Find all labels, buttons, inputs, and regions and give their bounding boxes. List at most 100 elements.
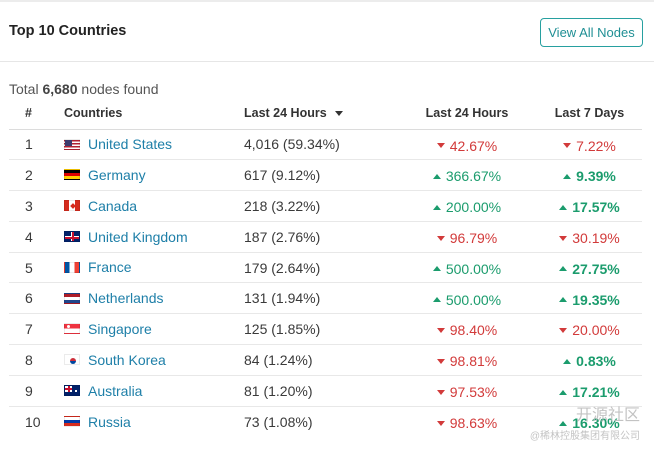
country-link[interactable]: France	[88, 259, 132, 276]
table-row: 5 France 179 (2.64%) 500.00% 27.75%	[9, 252, 642, 284]
change-24h-cell: 500.00%	[397, 282, 537, 315]
ca-flag-icon	[64, 200, 80, 212]
country-link[interactable]: Singapore	[88, 320, 152, 337]
change-7d-value: 17.57%	[572, 199, 620, 216]
country-link[interactable]: Canada	[88, 197, 138, 214]
total-prefix: Total	[9, 81, 39, 97]
change-24h-value: 200.00%	[445, 199, 502, 216]
column-countries[interactable]: Countries	[54, 98, 244, 130]
change-24h-cell: 500.00%	[397, 252, 537, 284]
table-row: 10 Russia 73 (1.08%) 98.63% 16.30%	[9, 406, 642, 437]
card-header: Top 10 Countries View All Nodes	[0, 2, 654, 62]
country-cell: South Korea	[54, 344, 244, 376]
sg-flag-icon	[64, 323, 80, 335]
rank-cell: 10	[25, 413, 41, 430]
change-7d-cell: 17.57%	[537, 190, 642, 222]
change-24h: 42.67%	[436, 137, 498, 154]
arrow-down-icon	[436, 389, 445, 395]
nl-flag-icon	[64, 292, 80, 304]
change-7d-value: 9.39%	[576, 168, 616, 185]
ru-flag-icon	[64, 416, 80, 428]
change-7d: 17.21%	[559, 384, 620, 401]
country-cell: Germany	[54, 159, 244, 192]
column-rank: #	[9, 98, 54, 130]
change-7d: 19.35%	[559, 292, 620, 308]
country-link[interactable]: Russia	[88, 413, 131, 430]
arrow-down-icon	[563, 143, 572, 149]
country-link[interactable]: Germany	[88, 166, 146, 183]
change-24h: 500.00%	[432, 292, 501, 308]
arrow-up-icon	[559, 297, 568, 303]
country-link[interactable]: United States	[88, 136, 173, 153]
countries-table: # Countries Last 24 Hours Last 24 Hours …	[9, 98, 642, 437]
table-row: 4 United Kingdom 187 (2.76%) 96.79% 30.19%	[9, 221, 642, 253]
country: Germany	[64, 167, 146, 183]
arrow-up-icon	[559, 420, 568, 426]
change-24h: 98.63%	[436, 415, 498, 432]
rank-cell: 3	[9, 190, 54, 222]
country-link[interactable]: United Kingdom	[88, 228, 188, 245]
change-7d-cell: 30.19%	[537, 221, 642, 253]
change-7d: 0.83%	[563, 353, 616, 369]
change-24h-value: 42.67%	[449, 137, 498, 154]
watermark-title: 开源社区	[575, 407, 640, 424]
arrow-up-icon	[559, 266, 568, 272]
table-row: 2 Germany 617 (9.12%) 366.67% 9.39%	[9, 159, 642, 192]
nodes-cell: 187 (2.76%)	[244, 221, 397, 253]
country-cell: Australia	[54, 375, 244, 407]
nodes-cell: 617 (9.12%)	[244, 159, 397, 192]
country-link[interactable]: Australia	[88, 382, 143, 399]
change-7d: 17.57%	[559, 199, 620, 216]
change-24h-cell: 366.67%	[397, 159, 537, 192]
arrow-up-icon	[559, 204, 568, 210]
country: United Kingdom	[64, 229, 188, 245]
change-24h-value: 500.00%	[445, 260, 502, 277]
column-last-24-hours-nodes[interactable]: Last 24 Hours	[244, 98, 397, 130]
country: United States	[64, 136, 172, 152]
arrow-up-icon	[432, 266, 441, 272]
change-24h-cell: 97.53%	[397, 375, 537, 407]
watermark: 开源社区 @稀林控股集团有限公司	[530, 401, 640, 442]
country: Australia	[64, 383, 142, 399]
table-row: 1 United States 4,016 (59.34%) 42.67% 7.22%	[9, 129, 642, 161]
change-7d: 30.19%	[559, 230, 620, 247]
change-24h: 98.81%	[436, 353, 497, 369]
change-7d-cell: 19.35%	[537, 282, 642, 315]
country: Netherlands	[64, 290, 164, 306]
change-24h: 96.79%	[436, 230, 498, 247]
change-24h-value: 96.79%	[449, 230, 498, 247]
nodes-cell: 73 (1.08%)	[244, 413, 313, 430]
arrow-down-icon	[559, 327, 568, 333]
arrow-down-icon	[436, 143, 445, 149]
change-24h-value: 366.67%	[445, 168, 502, 185]
total-count: 6,680	[42, 81, 78, 97]
rank-cell: 8	[9, 344, 54, 376]
country-cell: Singapore	[54, 313, 244, 346]
total-nodes-summary: Total 6,680 nodes found	[9, 81, 158, 97]
change-7d-cell: 7.22%	[537, 129, 642, 161]
rank-cell: 6	[9, 282, 54, 315]
country-cell: Canada	[54, 190, 244, 222]
country: Russia	[64, 414, 131, 430]
change-7d-value: 30.19%	[572, 230, 620, 247]
change-7d-value: 17.21%	[572, 384, 620, 401]
column-last-7-days-change[interactable]: Last 7 Days	[537, 98, 642, 130]
country-cell: Netherlands	[54, 282, 244, 315]
country: Canada	[64, 198, 137, 214]
gb-flag-icon	[64, 231, 80, 243]
rank-cell: 9	[9, 375, 54, 407]
nodes-cell: 218 (3.22%)	[244, 190, 397, 222]
country-link[interactable]: Netherlands	[88, 290, 164, 307]
us-flag-icon	[64, 138, 80, 150]
arrow-down-icon	[436, 358, 445, 364]
change-24h: 366.67%	[432, 168, 502, 185]
arrow-up-icon	[432, 297, 441, 303]
table-header-row: # Countries Last 24 Hours Last 24 Hours …	[9, 98, 642, 130]
change-24h-value: 98.63%	[449, 415, 498, 432]
change-24h: 200.00%	[432, 199, 502, 216]
nodes-cell: 4,016 (59.34%)	[244, 129, 397, 161]
change-7d: 7.22%	[563, 138, 616, 154]
view-all-nodes-button[interactable]: View All Nodes	[540, 18, 643, 47]
country-link[interactable]: South Korea	[88, 351, 166, 368]
column-last-24-hours-change[interactable]: Last 24 Hours	[397, 98, 537, 130]
